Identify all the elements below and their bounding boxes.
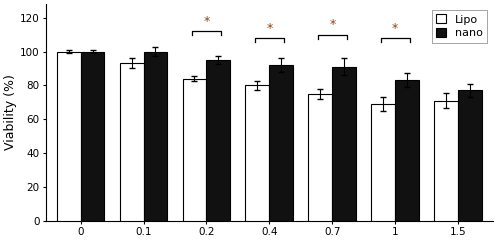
Bar [57,52,81,221]
Bar [434,100,458,221]
Bar [332,67,356,221]
Text: *: * [203,15,210,28]
Legend: Lipo, nano: Lipo, nano [431,10,487,43]
Bar [144,52,167,221]
Text: *: * [392,22,399,35]
Bar [182,79,206,221]
Bar [458,90,482,221]
Bar [206,60,231,221]
Bar [120,63,144,221]
Text: *: * [266,22,272,35]
Bar [246,85,269,221]
Bar [269,65,293,221]
Bar [395,80,419,221]
Bar [81,52,104,221]
Bar [371,104,395,221]
Bar [309,94,332,221]
Y-axis label: Viability (%): Viability (%) [4,74,17,150]
Text: *: * [329,18,335,31]
